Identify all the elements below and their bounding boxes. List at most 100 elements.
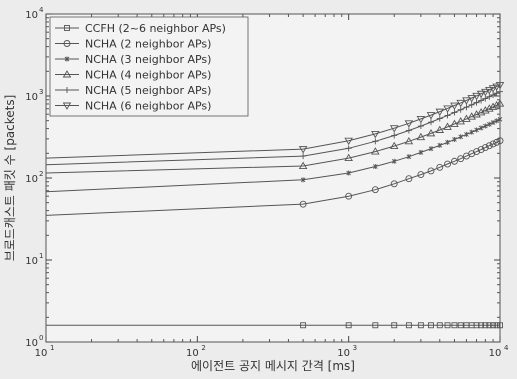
legend-marker: [63, 40, 71, 47]
data-point: [492, 100, 501, 109]
data-point: [436, 163, 444, 171]
data-point: [405, 175, 413, 183]
data-point: [452, 136, 457, 142]
data-point: [473, 148, 481, 156]
x-tick-label: 10: [489, 348, 502, 359]
data-point: [428, 322, 434, 329]
data-point: [405, 127, 412, 134]
x-tick-exponent: 1: [50, 344, 54, 352]
series-3: [45, 116, 503, 193]
data-point: [493, 322, 500, 329]
data-point: [436, 322, 443, 329]
legend-label: NCHA (2 neighbor APs): [85, 38, 211, 51]
data-point: [435, 108, 445, 117]
data-point: [435, 125, 445, 133]
legend-item: NCHA (2 neighbor APs): [55, 38, 211, 51]
data-point: [300, 153, 307, 160]
legend: CCFH (2~6 neighbor APs) NCHA (2 neighbor …: [49, 16, 249, 117]
data-point: [485, 142, 493, 150]
data-point: [346, 170, 351, 176]
axis-ticks: 10 1 10 2 10 3 10 410 010 110 210 310 4: [25, 6, 509, 359]
series-6: [45, 81, 505, 159]
data-point: [451, 322, 458, 329]
legend-label: NCHA (3 neighbor APs): [85, 53, 211, 66]
data-point: [450, 119, 459, 127]
data-point: [476, 90, 486, 99]
data-point: [416, 115, 426, 124]
series-line: [45, 103, 501, 174]
data-point: [299, 200, 307, 208]
data-point: [493, 90, 500, 97]
data-point: [444, 322, 451, 329]
data-point: [389, 141, 399, 150]
x-tick-label: 10: [186, 348, 199, 359]
data-point: [390, 180, 398, 188]
data-point: [457, 106, 464, 113]
data-point: [450, 157, 458, 165]
data-point: [482, 322, 489, 329]
data-point: [497, 116, 503, 122]
data-point: [487, 121, 492, 127]
series-layer: [45, 81, 505, 329]
data-point: [371, 186, 379, 194]
y-tick-label: 10: [25, 338, 38, 349]
y-tick-exponent: 2: [39, 170, 43, 178]
data-point: [473, 322, 480, 329]
x-tick-exponent: 4: [504, 344, 509, 352]
data-point: [486, 93, 493, 100]
legend-marker: [62, 102, 72, 110]
data-point: [345, 145, 352, 152]
series-1: [46, 322, 503, 329]
data-point: [463, 104, 470, 111]
data-point: [497, 322, 503, 329]
data-point: [405, 322, 412, 329]
legend-item: NCHA (4 neighbor APs): [55, 69, 211, 82]
data-point: [468, 101, 475, 108]
legend-label: CCFH (2~6 neighbor APs): [85, 22, 226, 35]
data-point: [481, 106, 490, 114]
data-point: [428, 119, 435, 126]
data-point: [417, 322, 424, 329]
data-point: [372, 138, 379, 145]
y-tick-exponent: 4: [39, 6, 44, 14]
data-point: [474, 127, 479, 133]
legend-label: NCHA (6 neighbor APs): [85, 100, 211, 113]
data-point: [426, 112, 436, 120]
data-point: [404, 120, 414, 128]
data-point: [389, 125, 399, 133]
data-point: [445, 139, 450, 145]
data-point: [404, 136, 414, 145]
data-point: [298, 146, 308, 154]
y-tick-label: 10: [25, 256, 38, 267]
x-tick-label: 10: [35, 348, 48, 359]
data-point: [300, 322, 307, 329]
data-point: [391, 132, 398, 139]
data-point: [462, 97, 471, 105]
data-point: [490, 91, 497, 98]
data-point: [485, 104, 494, 112]
data-point: [450, 102, 459, 110]
legend-label: NCHA (4 neighbor APs): [85, 69, 211, 82]
data-point: [344, 153, 353, 162]
data-point: [497, 88, 503, 95]
legend-item: NCHA (5 neighbor APs): [55, 84, 211, 97]
data-point: [488, 102, 498, 110]
data-point: [417, 123, 424, 130]
data-point: [391, 322, 398, 329]
data-point: [478, 97, 485, 104]
data-point: [444, 112, 451, 119]
y-axis-title: 브로드캐스트 패킷 수 [packets]: [3, 95, 17, 262]
data-point: [495, 99, 505, 107]
series-5: [45, 88, 503, 166]
data-point: [344, 137, 353, 146]
y-tick-exponent: 3: [39, 88, 43, 96]
data-point: [477, 146, 485, 154]
data-point: [493, 138, 501, 146]
data-point: [443, 105, 452, 113]
data-point: [469, 129, 475, 135]
x-axis-title: 에이전트 공지 메시지 간격 [ms]: [191, 359, 355, 373]
legend-label: NCHA (5 neighbor APs): [85, 84, 211, 97]
data-point: [494, 118, 499, 124]
data-point: [486, 322, 493, 329]
